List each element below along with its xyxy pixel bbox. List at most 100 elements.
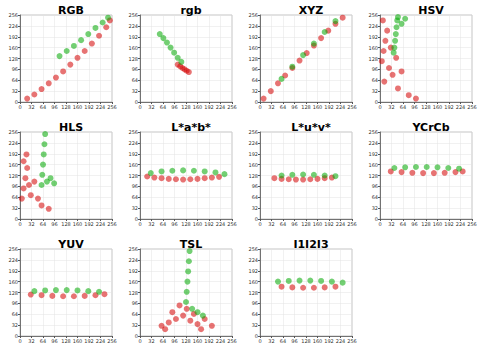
svg-text:160: 160 (128, 279, 138, 285)
svg-text:160: 160 (73, 221, 83, 227)
svg-text:160: 160 (248, 162, 258, 168)
svg-text:256: 256 (227, 104, 237, 110)
svg-text:256: 256 (347, 221, 357, 227)
svg-text:192: 192 (128, 151, 138, 157)
svg-text:192: 192 (128, 268, 138, 274)
svg-text:32: 32 (148, 338, 154, 344)
svg-text:128: 128 (128, 290, 138, 296)
svg-text:TSL: TSL (180, 238, 202, 251)
svg-text:32: 32 (132, 205, 138, 211)
svg-text:256: 256 (107, 338, 117, 344)
svg-text:192: 192 (84, 104, 94, 110)
svg-text:256: 256 (8, 12, 18, 18)
svg-text:192: 192 (324, 104, 334, 110)
svg-text:32: 32 (252, 88, 258, 94)
svg-text:160: 160 (433, 104, 443, 110)
svg-text:96: 96 (411, 221, 417, 227)
svg-text:192: 192 (8, 34, 18, 40)
svg-text:96: 96 (12, 66, 18, 72)
svg-text:192: 192 (248, 151, 258, 157)
svg-text:32: 32 (372, 205, 378, 211)
svg-text:32: 32 (12, 322, 18, 328)
svg-text:224: 224 (368, 140, 378, 146)
svg-text:32: 32 (148, 104, 154, 110)
svg-text:256: 256 (107, 221, 117, 227)
svg-text:256: 256 (227, 221, 237, 227)
svg-text:256: 256 (128, 129, 138, 135)
svg-text:160: 160 (8, 45, 18, 51)
svg-text:96: 96 (252, 66, 258, 72)
svg-text:256: 256 (347, 338, 357, 344)
svg-text:224: 224 (336, 104, 346, 110)
svg-text:64: 64 (400, 104, 406, 110)
svg-text:224: 224 (8, 257, 18, 263)
svg-text:160: 160 (8, 279, 18, 285)
svg-text:256: 256 (128, 246, 138, 252)
svg-text:128: 128 (421, 221, 431, 227)
svg-text:224: 224 (248, 140, 258, 146)
svg-text:96: 96 (372, 66, 378, 72)
svg-text:96: 96 (171, 221, 177, 227)
svg-text:160: 160 (73, 104, 83, 110)
svg-text:192: 192 (444, 104, 454, 110)
svg-text:128: 128 (248, 173, 258, 179)
svg-text:192: 192 (8, 268, 18, 274)
svg-text:192: 192 (8, 151, 18, 157)
svg-text:96: 96 (291, 338, 297, 344)
svg-text:224: 224 (96, 221, 106, 227)
svg-text:224: 224 (216, 338, 226, 344)
svg-text:64: 64 (12, 194, 18, 200)
svg-text:224: 224 (216, 221, 226, 227)
svg-text:224: 224 (216, 104, 226, 110)
svg-text:0: 0 (258, 221, 261, 227)
svg-text:192: 192 (204, 221, 214, 227)
svg-text:256: 256 (347, 104, 357, 110)
svg-text:224: 224 (368, 23, 378, 29)
svg-text:256: 256 (107, 104, 117, 110)
svg-text:96: 96 (51, 104, 57, 110)
svg-text:64: 64 (252, 77, 258, 83)
svg-text:256: 256 (248, 129, 258, 135)
svg-text:128: 128 (128, 56, 138, 62)
svg-text:224: 224 (8, 140, 18, 146)
svg-text:64: 64 (252, 311, 258, 317)
svg-text:160: 160 (193, 338, 203, 344)
svg-text:32: 32 (28, 221, 34, 227)
svg-text:224: 224 (248, 23, 258, 29)
svg-text:128: 128 (61, 104, 71, 110)
svg-text:128: 128 (368, 173, 378, 179)
svg-text:32: 32 (148, 221, 154, 227)
svg-text:128: 128 (61, 221, 71, 227)
svg-text:96: 96 (411, 104, 417, 110)
svg-text:64: 64 (160, 338, 166, 344)
svg-text:128: 128 (248, 290, 258, 296)
svg-text:192: 192 (128, 34, 138, 40)
svg-text:128: 128 (421, 104, 431, 110)
svg-text:32: 32 (12, 205, 18, 211)
svg-text:0: 0 (18, 221, 21, 227)
svg-text:0: 0 (138, 221, 141, 227)
svg-text:128: 128 (8, 290, 18, 296)
svg-text:YCrCb: YCrCb (411, 121, 449, 134)
svg-text:0: 0 (258, 104, 261, 110)
svg-text:96: 96 (252, 183, 258, 189)
svg-text:96: 96 (171, 104, 177, 110)
svg-text:64: 64 (12, 77, 18, 83)
svg-text:192: 192 (368, 151, 378, 157)
svg-text:160: 160 (73, 338, 83, 344)
svg-text:32: 32 (132, 88, 138, 94)
svg-text:128: 128 (368, 56, 378, 62)
svg-text:160: 160 (193, 221, 203, 227)
svg-text:96: 96 (291, 221, 297, 227)
svg-text:64: 64 (252, 194, 258, 200)
svg-text:224: 224 (8, 23, 18, 29)
svg-text:192: 192 (204, 104, 214, 110)
svg-text:96: 96 (372, 183, 378, 189)
svg-text:32: 32 (372, 88, 378, 94)
svg-text:32: 32 (252, 205, 258, 211)
svg-text:96: 96 (12, 300, 18, 306)
svg-text:64: 64 (40, 338, 46, 344)
svg-text:96: 96 (51, 221, 57, 227)
svg-text:256: 256 (248, 246, 258, 252)
svg-text:XYZ: XYZ (299, 4, 323, 17)
